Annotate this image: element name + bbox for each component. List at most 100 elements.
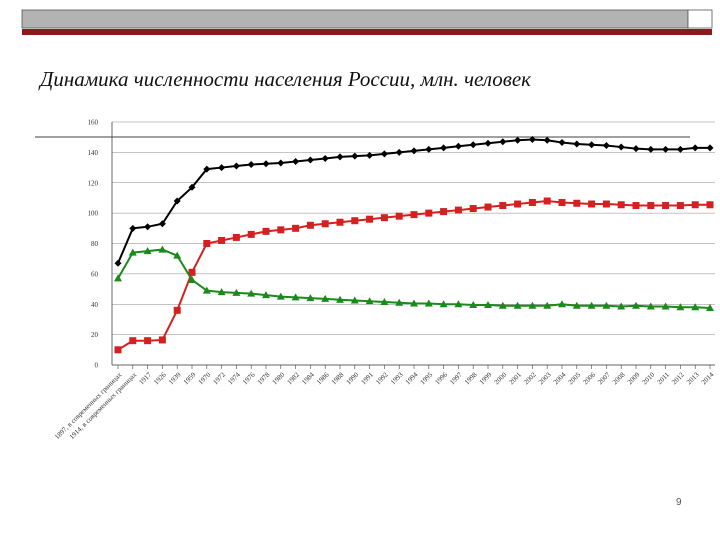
point	[395, 212, 403, 220]
point	[469, 205, 477, 213]
point	[247, 230, 255, 238]
point	[321, 294, 330, 302]
point	[410, 147, 418, 155]
point	[366, 215, 374, 223]
x-tick-label: 1972	[211, 370, 227, 386]
point	[365, 297, 374, 305]
x-tick-label: 1998	[463, 370, 479, 386]
point	[336, 218, 344, 226]
point	[425, 209, 433, 217]
point	[706, 201, 714, 209]
point	[646, 302, 655, 310]
point	[602, 301, 611, 309]
y-tick-label: 140	[88, 149, 99, 157]
point	[218, 164, 226, 172]
point	[484, 139, 492, 147]
point	[439, 300, 448, 308]
point	[380, 150, 388, 158]
point	[602, 142, 610, 150]
point	[454, 206, 462, 214]
point	[247, 161, 255, 169]
x-tick-label: 1988	[330, 370, 346, 386]
x-tick-label: 1996	[433, 370, 449, 386]
point	[114, 259, 122, 267]
point	[218, 236, 226, 244]
point	[410, 299, 418, 307]
point	[513, 301, 522, 309]
point	[291, 293, 300, 301]
point	[484, 301, 492, 309]
x-tick-label: 1986	[315, 370, 331, 386]
point	[691, 144, 699, 152]
point	[647, 145, 655, 153]
x-tick-label: 1897, в современных границах	[53, 370, 124, 441]
point	[129, 224, 137, 232]
point	[276, 292, 285, 300]
point	[380, 297, 389, 305]
point	[158, 220, 166, 228]
x-tick-label: 1995	[419, 370, 435, 386]
x-tick-label: 1991	[359, 370, 375, 386]
x-tick-label: 1997	[448, 370, 464, 386]
point	[514, 200, 522, 208]
point	[336, 295, 344, 303]
point	[572, 301, 581, 309]
point	[232, 288, 241, 296]
x-tick-label: 2008	[611, 370, 627, 386]
point	[350, 296, 359, 304]
x-tick-label: 2011	[656, 370, 672, 386]
x-tick-label: 1993	[389, 370, 405, 386]
x-tick-label: 2001	[507, 370, 523, 386]
x-tick-label: 1939	[167, 370, 183, 386]
point	[499, 138, 507, 146]
point	[528, 198, 536, 206]
point	[321, 220, 329, 228]
x-tick-label: 2012	[670, 370, 686, 386]
point	[380, 214, 388, 222]
slide-title: Динамика численности населения России, м…	[38, 67, 531, 91]
point	[306, 294, 315, 302]
point	[188, 183, 196, 191]
point	[202, 286, 211, 294]
point	[114, 274, 122, 282]
y-tick-label: 160	[88, 119, 99, 127]
x-tick-label: 1980	[271, 370, 287, 386]
point	[469, 301, 478, 309]
point	[691, 303, 700, 311]
point	[158, 245, 167, 253]
point	[173, 197, 181, 205]
point	[395, 148, 403, 156]
point	[440, 208, 448, 216]
point	[587, 301, 596, 309]
point	[706, 144, 714, 152]
point	[528, 301, 537, 309]
point	[602, 200, 610, 208]
point	[425, 145, 433, 153]
x-tick-label: 2000	[493, 370, 509, 386]
point	[277, 159, 285, 167]
point	[366, 151, 374, 159]
point	[306, 221, 314, 229]
x-tick-label: 1994	[404, 370, 420, 386]
point	[262, 160, 270, 168]
x-tick-label: 2006	[581, 370, 597, 386]
x-tick-label: 2013	[685, 370, 701, 386]
point	[543, 136, 551, 144]
point	[410, 211, 418, 219]
y-tick-label: 20	[91, 331, 99, 339]
point	[292, 157, 300, 165]
point	[128, 248, 137, 256]
x-tick-label: 1917	[137, 370, 153, 386]
point	[632, 145, 640, 153]
x-tick-label: 2005	[567, 370, 583, 386]
point	[661, 302, 670, 310]
point	[706, 304, 714, 312]
point	[662, 202, 670, 210]
point	[395, 298, 404, 306]
point	[632, 301, 640, 309]
slide-number: 9	[676, 497, 682, 508]
point	[232, 162, 240, 170]
point	[217, 288, 226, 296]
point	[114, 346, 122, 354]
x-tick-label: 2014	[700, 370, 716, 386]
